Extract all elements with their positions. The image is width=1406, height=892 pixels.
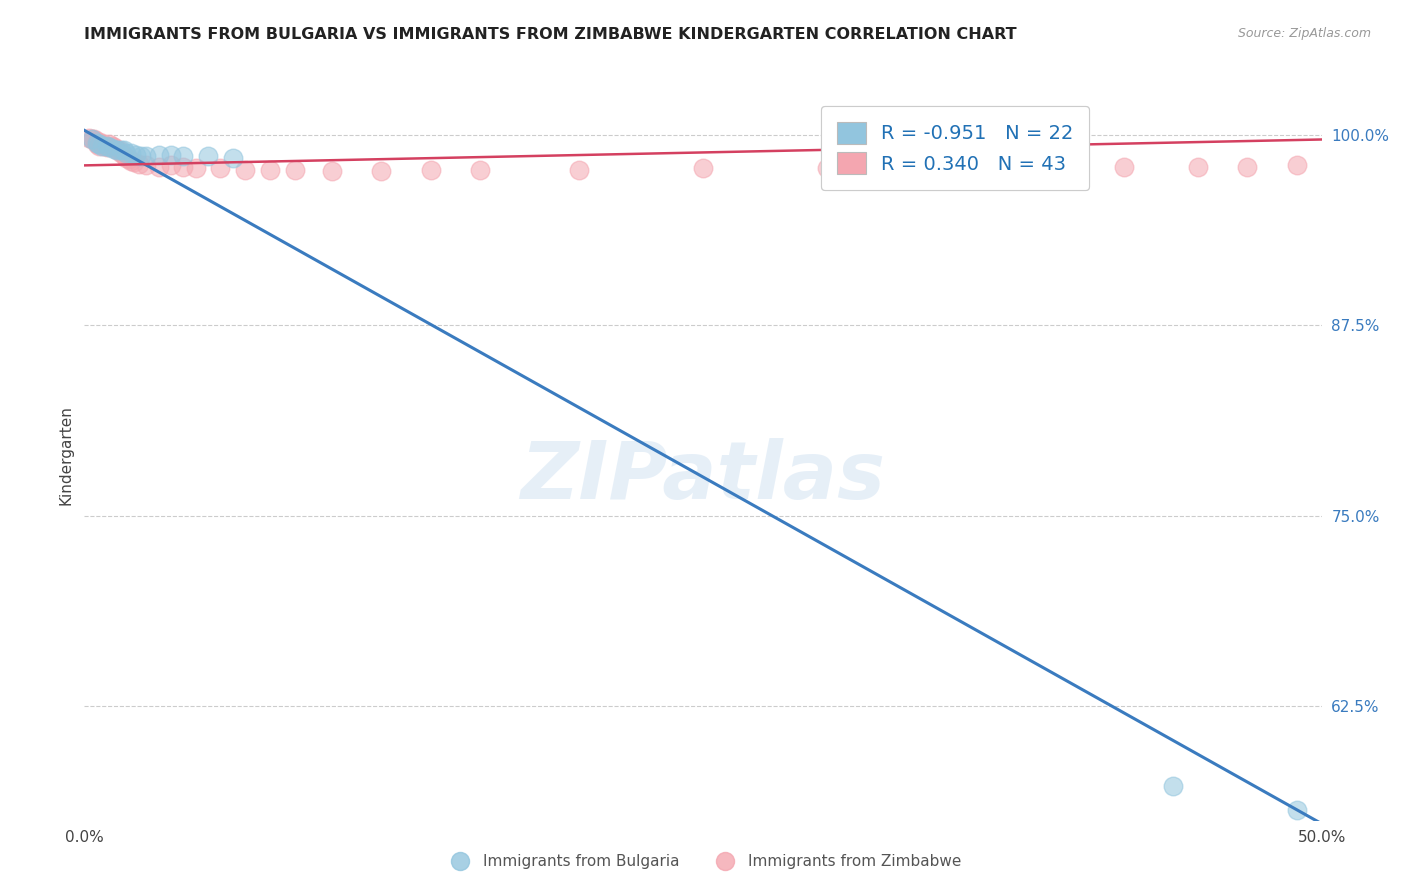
Point — [90, 138, 112, 153]
Y-axis label: Kindergarten: Kindergarten — [58, 405, 73, 505]
Text: IMMIGRANTS FROM BULGARIA VS IMMIGRANTS FROM ZIMBABWE KINDERGARTEN CORRELATION CH: IMMIGRANTS FROM BULGARIA VS IMMIGRANTS F… — [84, 27, 1017, 42]
Point — [83, 132, 105, 146]
Point — [172, 149, 194, 163]
Point — [86, 136, 108, 150]
Point — [1161, 779, 1184, 793]
Point — [129, 149, 152, 163]
Point — [1187, 160, 1209, 174]
Point — [209, 161, 232, 176]
Point — [86, 134, 108, 148]
Point — [108, 143, 131, 157]
Legend: Immigrants from Bulgaria, Immigrants from Zimbabwe: Immigrants from Bulgaria, Immigrants fro… — [439, 848, 967, 875]
Point — [1285, 803, 1308, 817]
Point — [1285, 158, 1308, 172]
Point — [86, 137, 108, 152]
Point — [233, 163, 256, 178]
Point — [148, 147, 170, 161]
Point — [89, 137, 111, 152]
Point — [90, 136, 112, 150]
Point — [128, 157, 150, 171]
Point — [100, 138, 122, 153]
Text: Source: ZipAtlas.com: Source: ZipAtlas.com — [1237, 27, 1371, 40]
Point — [419, 163, 441, 178]
Point — [284, 163, 307, 178]
Point — [470, 163, 492, 178]
Point — [112, 147, 135, 161]
Point — [89, 138, 111, 153]
Point — [160, 147, 183, 161]
Point — [118, 153, 141, 167]
Point — [105, 143, 128, 157]
Point — [135, 158, 157, 172]
Point — [112, 143, 135, 157]
Point — [98, 137, 121, 152]
Point — [197, 149, 219, 163]
Point — [939, 160, 962, 174]
Legend: R = -0.951   N = 22, R = 0.340   N = 43: R = -0.951 N = 22, R = 0.340 N = 43 — [821, 106, 1090, 190]
Point — [110, 143, 132, 157]
Point — [568, 163, 591, 178]
Point — [98, 140, 121, 154]
Point — [1038, 161, 1060, 176]
Point — [115, 146, 138, 161]
Point — [103, 140, 125, 154]
Point — [370, 164, 392, 178]
Point — [222, 151, 245, 165]
Point — [184, 161, 207, 176]
Point — [120, 153, 142, 168]
Point — [103, 142, 125, 156]
Point — [1112, 160, 1135, 174]
Point — [172, 160, 194, 174]
Point — [160, 158, 183, 172]
Point — [125, 147, 148, 161]
Point — [110, 146, 132, 161]
Point — [79, 131, 101, 145]
Point — [80, 132, 103, 146]
Point — [321, 164, 343, 178]
Point — [692, 161, 714, 176]
Point — [96, 138, 118, 153]
Point — [115, 151, 138, 165]
Point — [135, 149, 157, 163]
Point — [93, 138, 115, 153]
Point — [259, 163, 281, 178]
Point — [96, 140, 118, 154]
Point — [120, 146, 142, 161]
Point — [80, 132, 103, 146]
Point — [815, 161, 838, 176]
Text: ZIPatlas: ZIPatlas — [520, 438, 886, 516]
Point — [105, 143, 128, 157]
Point — [1236, 160, 1258, 174]
Point — [148, 160, 170, 174]
Point — [122, 155, 145, 169]
